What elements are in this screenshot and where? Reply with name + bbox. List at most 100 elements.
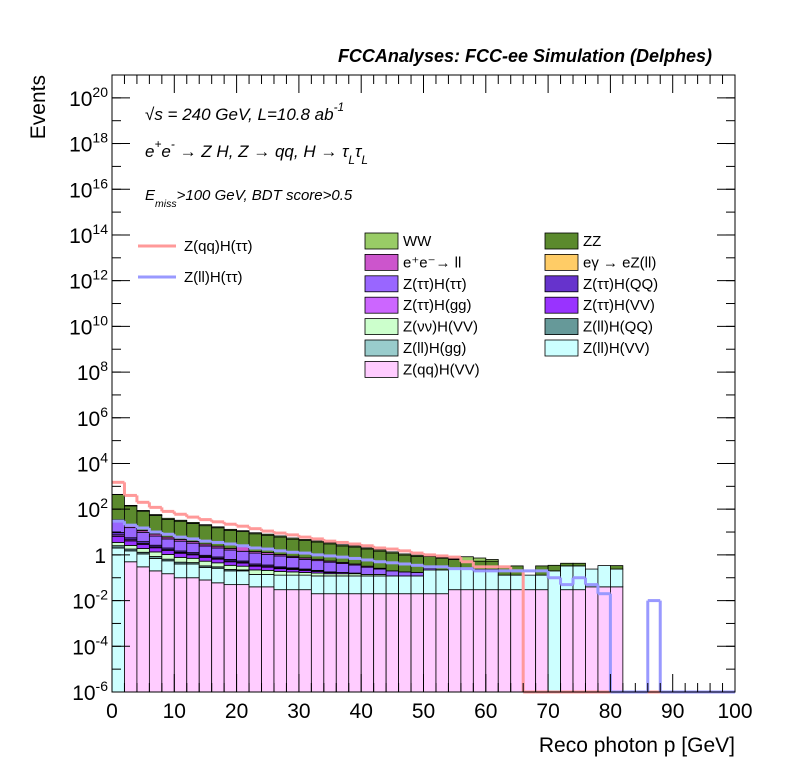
- y-tick-label: 108: [77, 358, 108, 385]
- histogram-bar: [310, 560, 325, 571]
- histogram-bar: [435, 593, 449, 693]
- histogram-bar: [360, 593, 375, 693]
- histogram-bar: [460, 589, 474, 693]
- histogram-bar: [211, 567, 225, 584]
- histogram-bar: [323, 575, 337, 595]
- histogram-bar: [136, 510, 150, 512]
- y-tick-base: 10: [72, 682, 95, 705]
- histogram-bar: [148, 514, 163, 516]
- histogram-bar: [148, 547, 163, 553]
- histogram-bar: [485, 569, 499, 591]
- legend-label: Z(νν)H(VV): [403, 319, 478, 336]
- histogram-bar: [286, 557, 300, 569]
- legend-swatch: [544, 339, 579, 357]
- histogram-bar: [335, 563, 350, 573]
- y-tick-base: 10: [69, 316, 92, 339]
- histogram-bar: [248, 532, 262, 535]
- annotation-part: e: [145, 142, 154, 161]
- x-tick-label: 0: [106, 700, 118, 723]
- histogram-bar: [186, 522, 200, 524]
- y-tick-exponent: 20: [92, 84, 108, 100]
- y-tick-base: 10: [69, 225, 92, 248]
- legend-label: Z(ττ)H(QQ): [583, 276, 658, 293]
- histogram-bar: [448, 558, 462, 560]
- y-tick-base: 10: [69, 134, 92, 157]
- histogram-bar: [223, 564, 237, 570]
- histogram-bar: [310, 572, 325, 577]
- legend-swatch: [544, 296, 579, 314]
- histogram-bar: [348, 593, 362, 693]
- histogram-bar: [360, 566, 375, 575]
- histogram-bar: [248, 569, 262, 575]
- y-tick-label: 10-4: [72, 632, 108, 659]
- histogram-bar: [497, 589, 512, 693]
- histogram-bar: [273, 568, 287, 572]
- histogram-bar: [335, 544, 350, 547]
- legend-label: e⁺e⁻→ ll: [403, 254, 461, 271]
- histogram-bar: [385, 570, 399, 577]
- histogram-bar: [373, 575, 387, 595]
- y-tick-exponent: -4: [96, 632, 109, 648]
- annotation-part: -1: [334, 100, 345, 114]
- legend-label: Z(qq)H(VV): [403, 361, 480, 378]
- histogram-bar: [223, 561, 237, 566]
- y-tick-label: 10-6: [72, 678, 108, 705]
- legend-label: WW: [403, 233, 432, 250]
- y-tick-base: 10: [77, 362, 100, 385]
- histogram-bar: [572, 589, 586, 693]
- histogram-bar: [522, 574, 537, 591]
- legend-swatch: [364, 318, 399, 336]
- histogram-bar: [248, 586, 262, 693]
- annotation-part: -: [171, 137, 175, 151]
- histogram-bar: [522, 589, 537, 693]
- annotation-part: >100 GeV, BDT score>0.5: [177, 187, 353, 204]
- histogram-bar: [198, 560, 213, 567]
- histogram-bar: [385, 593, 399, 693]
- histogram-bar: [423, 593, 437, 693]
- histogram-bar: [335, 575, 350, 595]
- legend-swatch: [544, 232, 579, 250]
- legend-label: Z(ττ)H(gg): [403, 297, 472, 314]
- y-tick-label: 1012: [69, 267, 108, 294]
- legend-swatch: [544, 275, 579, 293]
- histogram-bar: [273, 589, 287, 693]
- annotation-part: → Z H, Z → qq, H → τ: [175, 142, 350, 161]
- annotation-part: L: [361, 153, 368, 167]
- y-tick-exponent: 14: [92, 221, 108, 237]
- histogram-bar: [410, 572, 424, 577]
- histogram-bar: [373, 568, 387, 575]
- histogram-bar: [236, 570, 250, 586]
- plot-area: [111, 480, 735, 694]
- histogram-bar: [223, 528, 237, 531]
- y-tick-exponent: 10: [92, 312, 108, 328]
- histogram-bar: [261, 566, 275, 571]
- x-tick-label: 80: [599, 700, 622, 723]
- histogram-bar: [298, 589, 312, 693]
- histogram-bar: [173, 577, 188, 693]
- y-tick-base: 10: [72, 591, 95, 614]
- histogram-bar: [161, 550, 175, 555]
- histogram-bar: [161, 573, 175, 693]
- y-tick-label: 1014: [69, 221, 108, 248]
- histogram-bar: [236, 565, 250, 571]
- histogram-bar: [348, 546, 362, 565]
- histogram-bar: [547, 564, 561, 572]
- histogram-bar: [335, 545, 350, 563]
- histogram-bar: [273, 555, 287, 568]
- histogram-bar: [448, 589, 462, 693]
- y-tick-exponent: 16: [92, 175, 108, 191]
- x-tick-label: 70: [536, 700, 559, 723]
- histogram-bar: [298, 540, 312, 559]
- histogram-bar: [124, 527, 138, 539]
- legend-swatch: [544, 253, 579, 271]
- histogram-bar: [385, 551, 399, 554]
- y-tick-base: 10: [69, 271, 92, 294]
- histogram-bar: [572, 562, 586, 567]
- histogram-bar: [111, 541, 125, 547]
- histogram-bar: [223, 570, 237, 586]
- histogram-bar: [148, 551, 163, 557]
- y-tick-label: 1: [94, 545, 106, 568]
- histogram-bar: [286, 574, 300, 591]
- histogram-bar: [173, 519, 188, 522]
